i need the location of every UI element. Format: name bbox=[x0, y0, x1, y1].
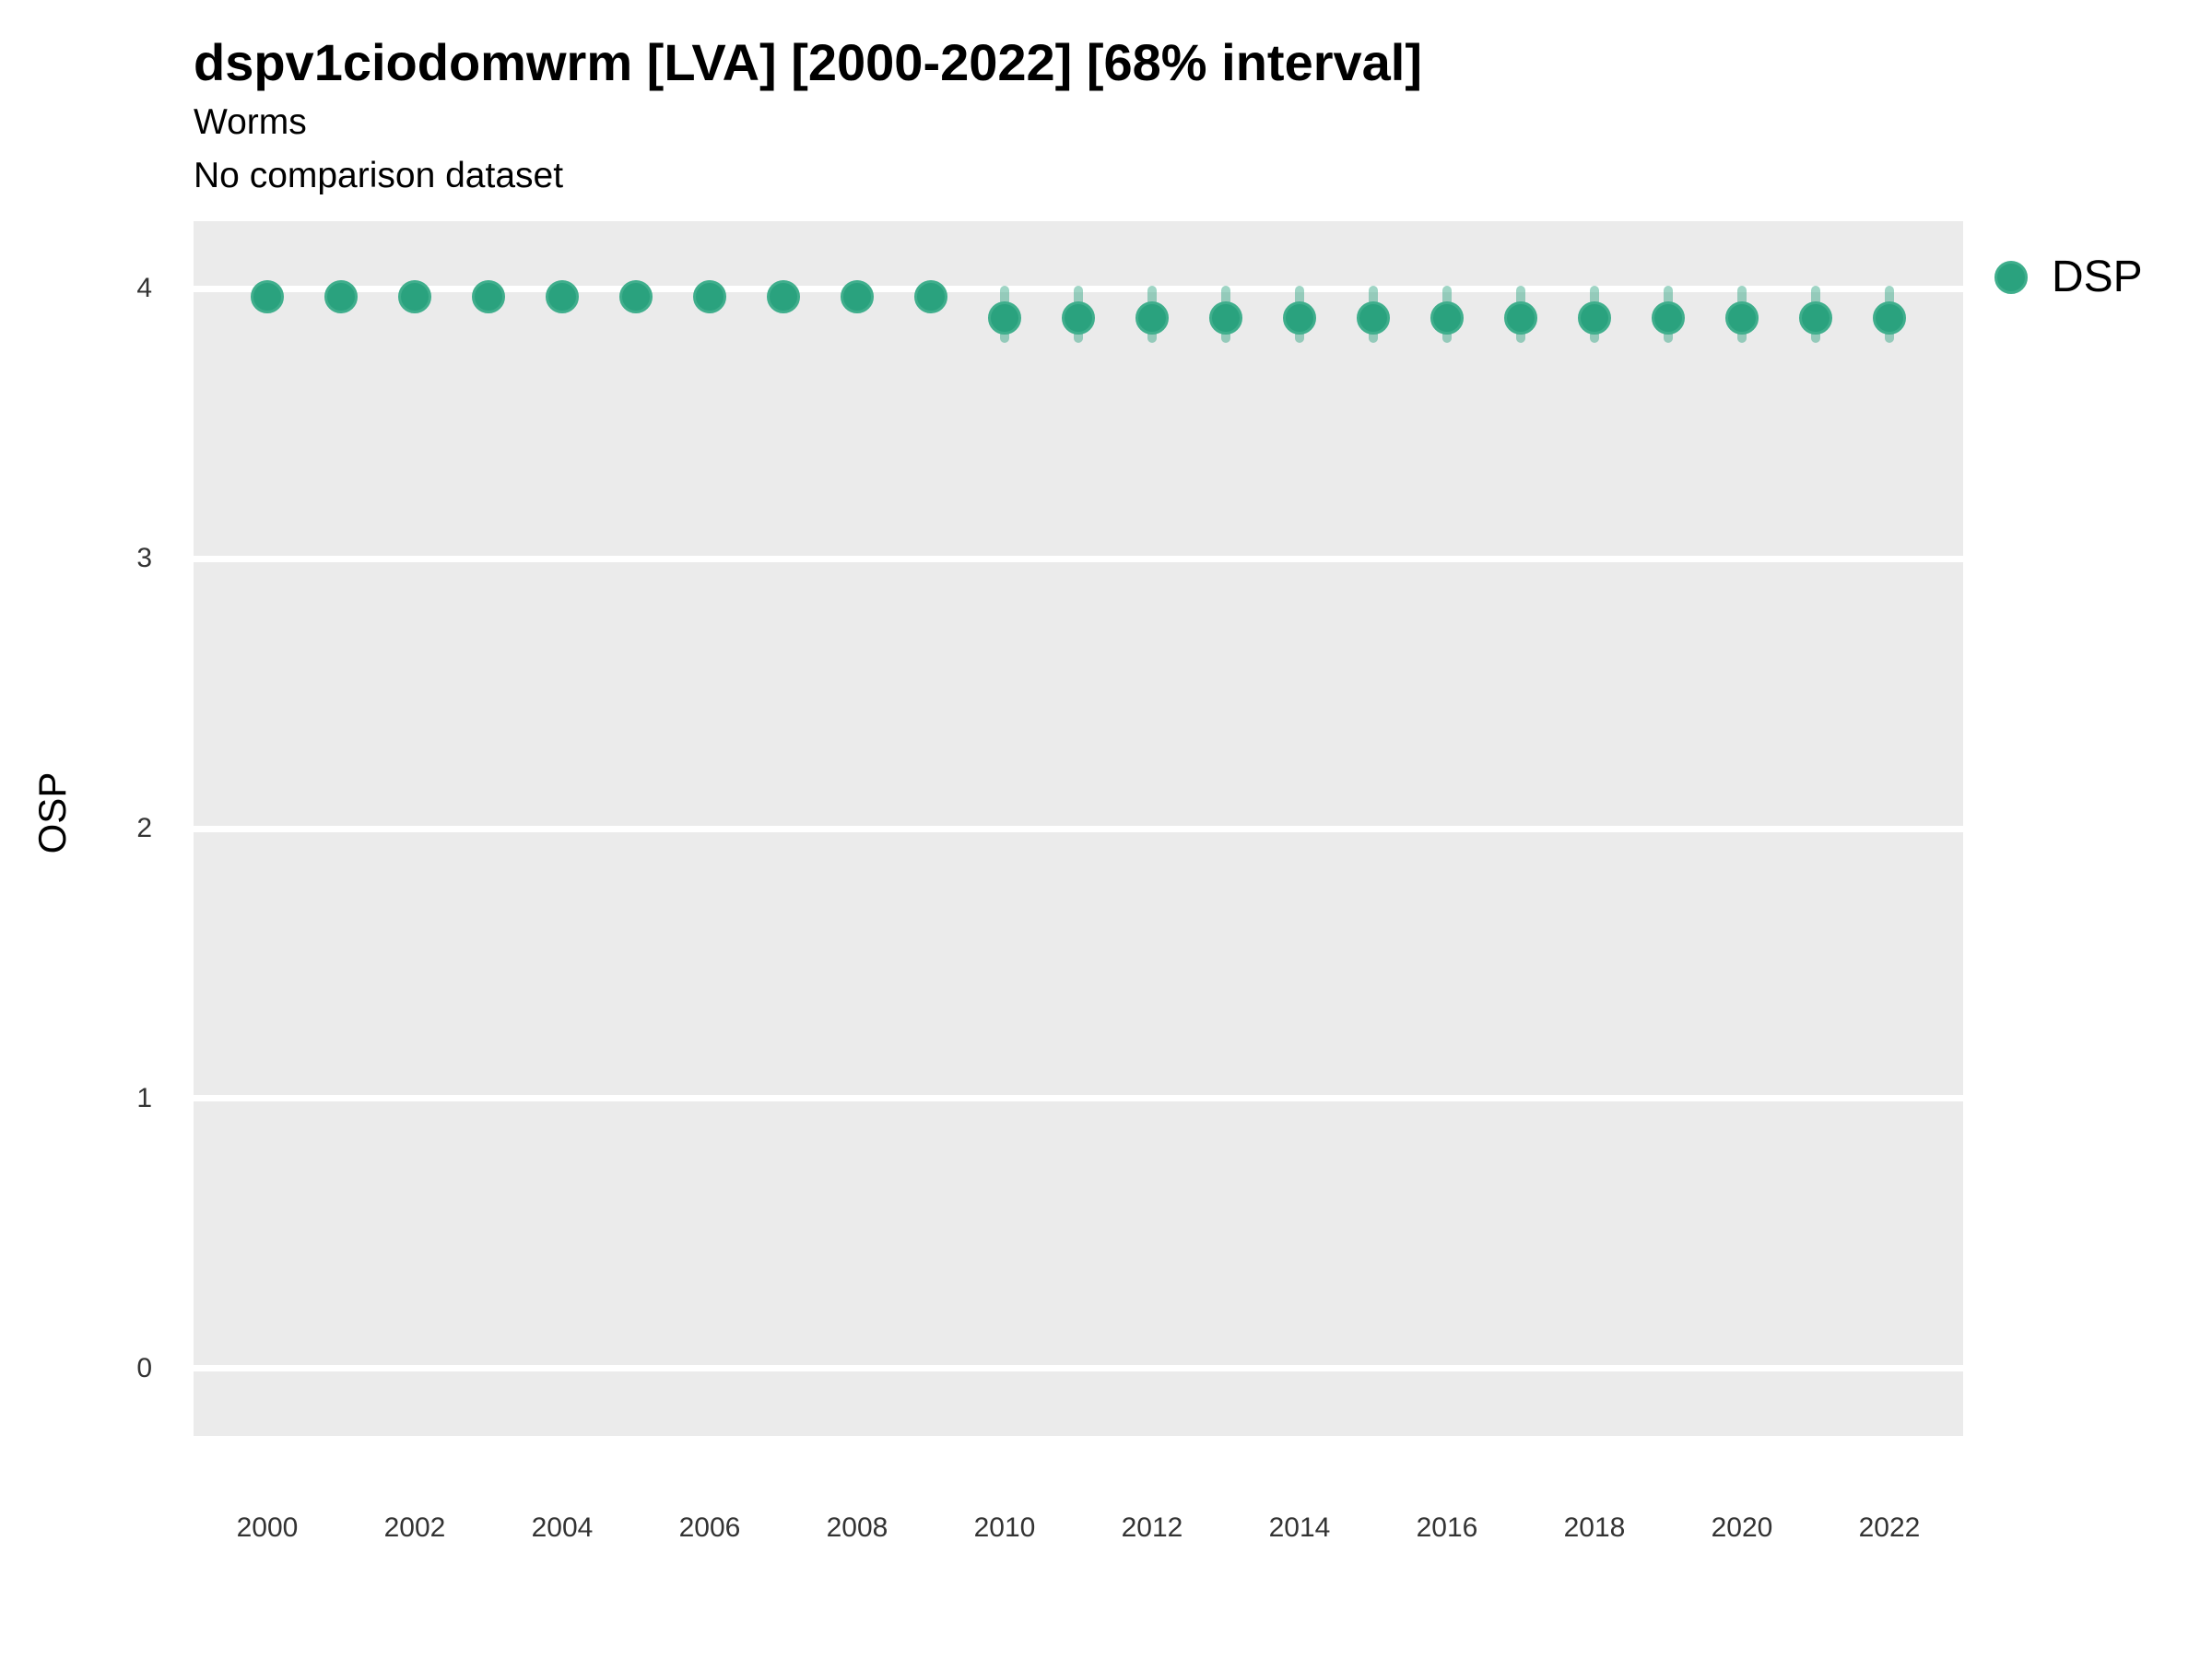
data-point bbox=[841, 280, 874, 313]
gridline-y-3 bbox=[194, 555, 1963, 562]
data-point bbox=[988, 301, 1021, 335]
data-point bbox=[767, 280, 800, 313]
data-point bbox=[472, 280, 505, 313]
gridline-y-1 bbox=[194, 1095, 1963, 1102]
data-point bbox=[324, 280, 358, 313]
legend: DSP bbox=[1994, 253, 2143, 301]
chart-subtitle: Worms bbox=[194, 102, 307, 142]
x-tick-label: 2002 bbox=[383, 1512, 446, 1543]
data-point bbox=[1209, 301, 1242, 335]
x-tick-label: 2000 bbox=[236, 1512, 299, 1543]
x-tick-label: 2020 bbox=[1711, 1512, 1773, 1543]
data-point bbox=[546, 280, 579, 313]
data-point bbox=[1357, 301, 1390, 335]
x-tick-label: 2018 bbox=[1563, 1512, 1626, 1543]
y-tick-label: 0 bbox=[136, 1352, 152, 1383]
data-point bbox=[1578, 301, 1611, 335]
x-tick-label: 2008 bbox=[826, 1512, 888, 1543]
x-tick-label: 2014 bbox=[1268, 1512, 1331, 1543]
data-point bbox=[251, 280, 284, 313]
plot-panel bbox=[194, 221, 1963, 1436]
data-point bbox=[1725, 301, 1759, 335]
x-tick-label: 2022 bbox=[1858, 1512, 1921, 1543]
data-point bbox=[693, 280, 726, 313]
y-tick-label: 3 bbox=[136, 543, 152, 574]
data-point bbox=[1283, 301, 1316, 335]
x-tick-label: 2010 bbox=[973, 1512, 1036, 1543]
data-point bbox=[1504, 301, 1537, 335]
data-point bbox=[1652, 301, 1685, 335]
legend-item-label: DSP bbox=[2052, 253, 2143, 301]
x-tick-label: 2016 bbox=[1416, 1512, 1478, 1543]
data-point bbox=[1873, 301, 1906, 335]
legend-point-icon bbox=[1994, 261, 2028, 294]
y-tick-label: 2 bbox=[136, 813, 152, 843]
data-point bbox=[914, 280, 947, 313]
data-point bbox=[619, 280, 653, 313]
x-tick-label: 2006 bbox=[678, 1512, 741, 1543]
gridline-y-0 bbox=[194, 1365, 1963, 1372]
data-point bbox=[1135, 301, 1169, 335]
x-tick-label: 2012 bbox=[1121, 1512, 1183, 1543]
gridline-y-4 bbox=[194, 285, 1963, 292]
y-tick-label: 1 bbox=[136, 1082, 152, 1113]
comparison-note: No comparison dataset bbox=[194, 156, 564, 195]
chart-title: dspv1ciodomwrm [LVA] [2000-2022] [68% in… bbox=[194, 33, 1423, 91]
data-point bbox=[1062, 301, 1095, 335]
gridline-y-2 bbox=[194, 825, 1963, 832]
y-tick-label: 4 bbox=[136, 273, 152, 304]
x-tick-label: 2004 bbox=[531, 1512, 594, 1543]
data-point bbox=[1799, 301, 1832, 335]
data-point bbox=[398, 280, 431, 313]
data-point bbox=[1430, 301, 1464, 335]
